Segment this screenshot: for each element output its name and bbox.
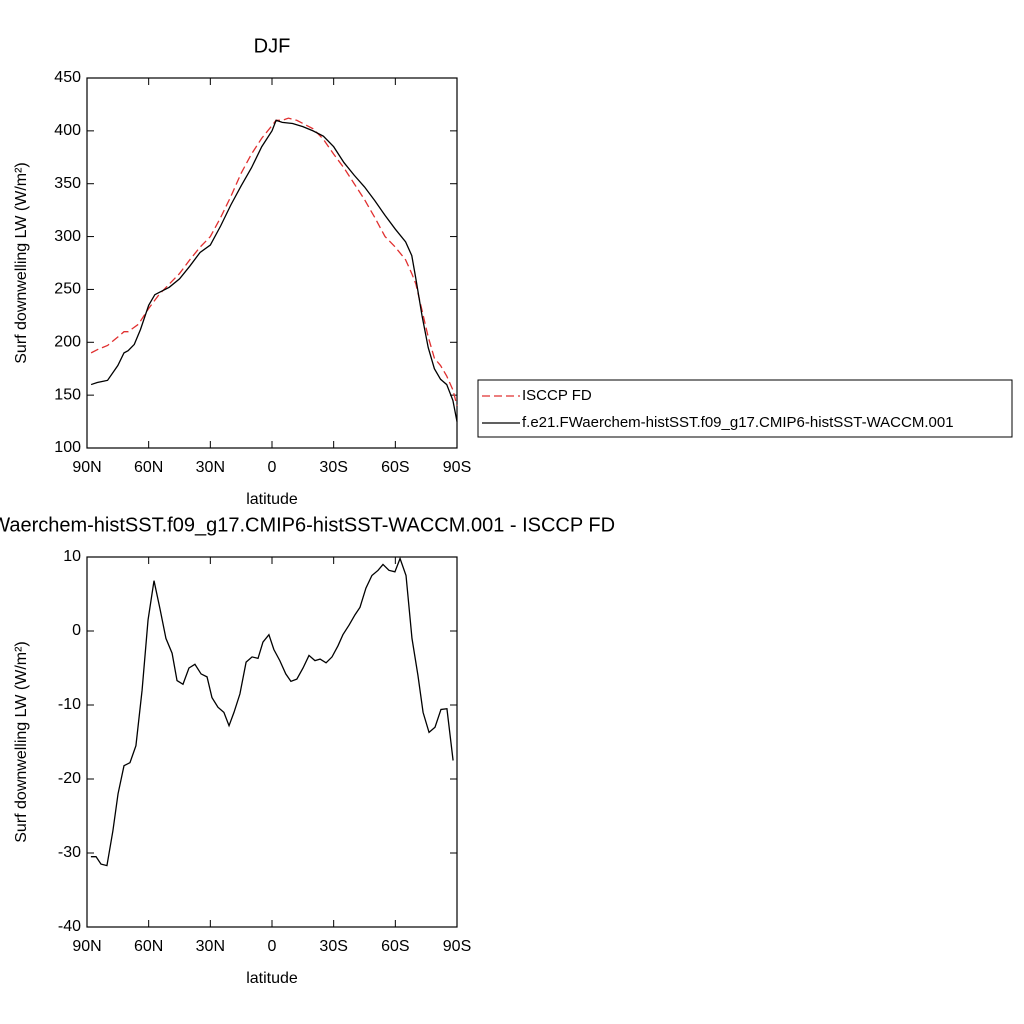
- x-tick-label: 60N: [134, 459, 163, 476]
- x-axis-label: latitude: [246, 970, 298, 987]
- x-tick-label: 90S: [443, 938, 471, 955]
- y-tick-label: 150: [54, 386, 81, 403]
- y-tick-label: -30: [58, 844, 81, 861]
- y-tick-label: 100: [54, 439, 81, 456]
- y-tick-label: 10: [63, 548, 81, 565]
- data-line: [90, 117, 458, 406]
- x-tick-label: 0: [268, 459, 277, 476]
- y-tick-label: 250: [54, 281, 81, 298]
- chart-title: f.e21.FWaerchem-histSST.f09_g17.CMIP6-hi…: [0, 514, 615, 536]
- y-tick-label: -10: [58, 696, 81, 713]
- data-line: [90, 119, 458, 422]
- y-tick-label: 400: [54, 122, 81, 139]
- legend-label: f.e21.FWaerchem-histSST.f09_g17.CMIP6-hi…: [522, 414, 954, 431]
- x-tick-label: 60N: [134, 938, 163, 955]
- x-axis-label: latitude: [246, 491, 298, 508]
- y-tick-label: 300: [54, 228, 81, 245]
- y-axis-label: Surf downwelling LW (W/m²): [13, 641, 30, 843]
- x-tick-label: 90S: [443, 459, 471, 476]
- y-tick-label: 350: [54, 175, 81, 192]
- plot-frame: [86, 556, 458, 928]
- plot-frame: [86, 77, 458, 449]
- x-tick-label: 90N: [72, 938, 101, 955]
- y-tick-label: -40: [58, 918, 81, 935]
- y-tick-label: 0: [72, 622, 81, 639]
- x-tick-label: 30N: [196, 938, 225, 955]
- x-tick-label: 30N: [196, 459, 225, 476]
- legend-label: ISCCP FD: [522, 387, 592, 404]
- x-tick-label: 30S: [319, 459, 347, 476]
- x-tick-label: 60S: [381, 938, 409, 955]
- x-tick-label: 0: [268, 938, 277, 955]
- x-tick-label: 60S: [381, 459, 409, 476]
- chart-title: DJF: [254, 35, 291, 57]
- y-tick-label: 200: [54, 334, 81, 351]
- x-tick-label: 30S: [319, 938, 347, 955]
- y-tick-label: 450: [54, 69, 81, 86]
- legend-box: [477, 379, 1013, 438]
- y-tick-label: -20: [58, 770, 81, 787]
- data-line: [90, 556, 454, 867]
- x-tick-label: 90N: [72, 459, 101, 476]
- y-axis-label: Surf downwelling LW (W/m²): [13, 162, 30, 364]
